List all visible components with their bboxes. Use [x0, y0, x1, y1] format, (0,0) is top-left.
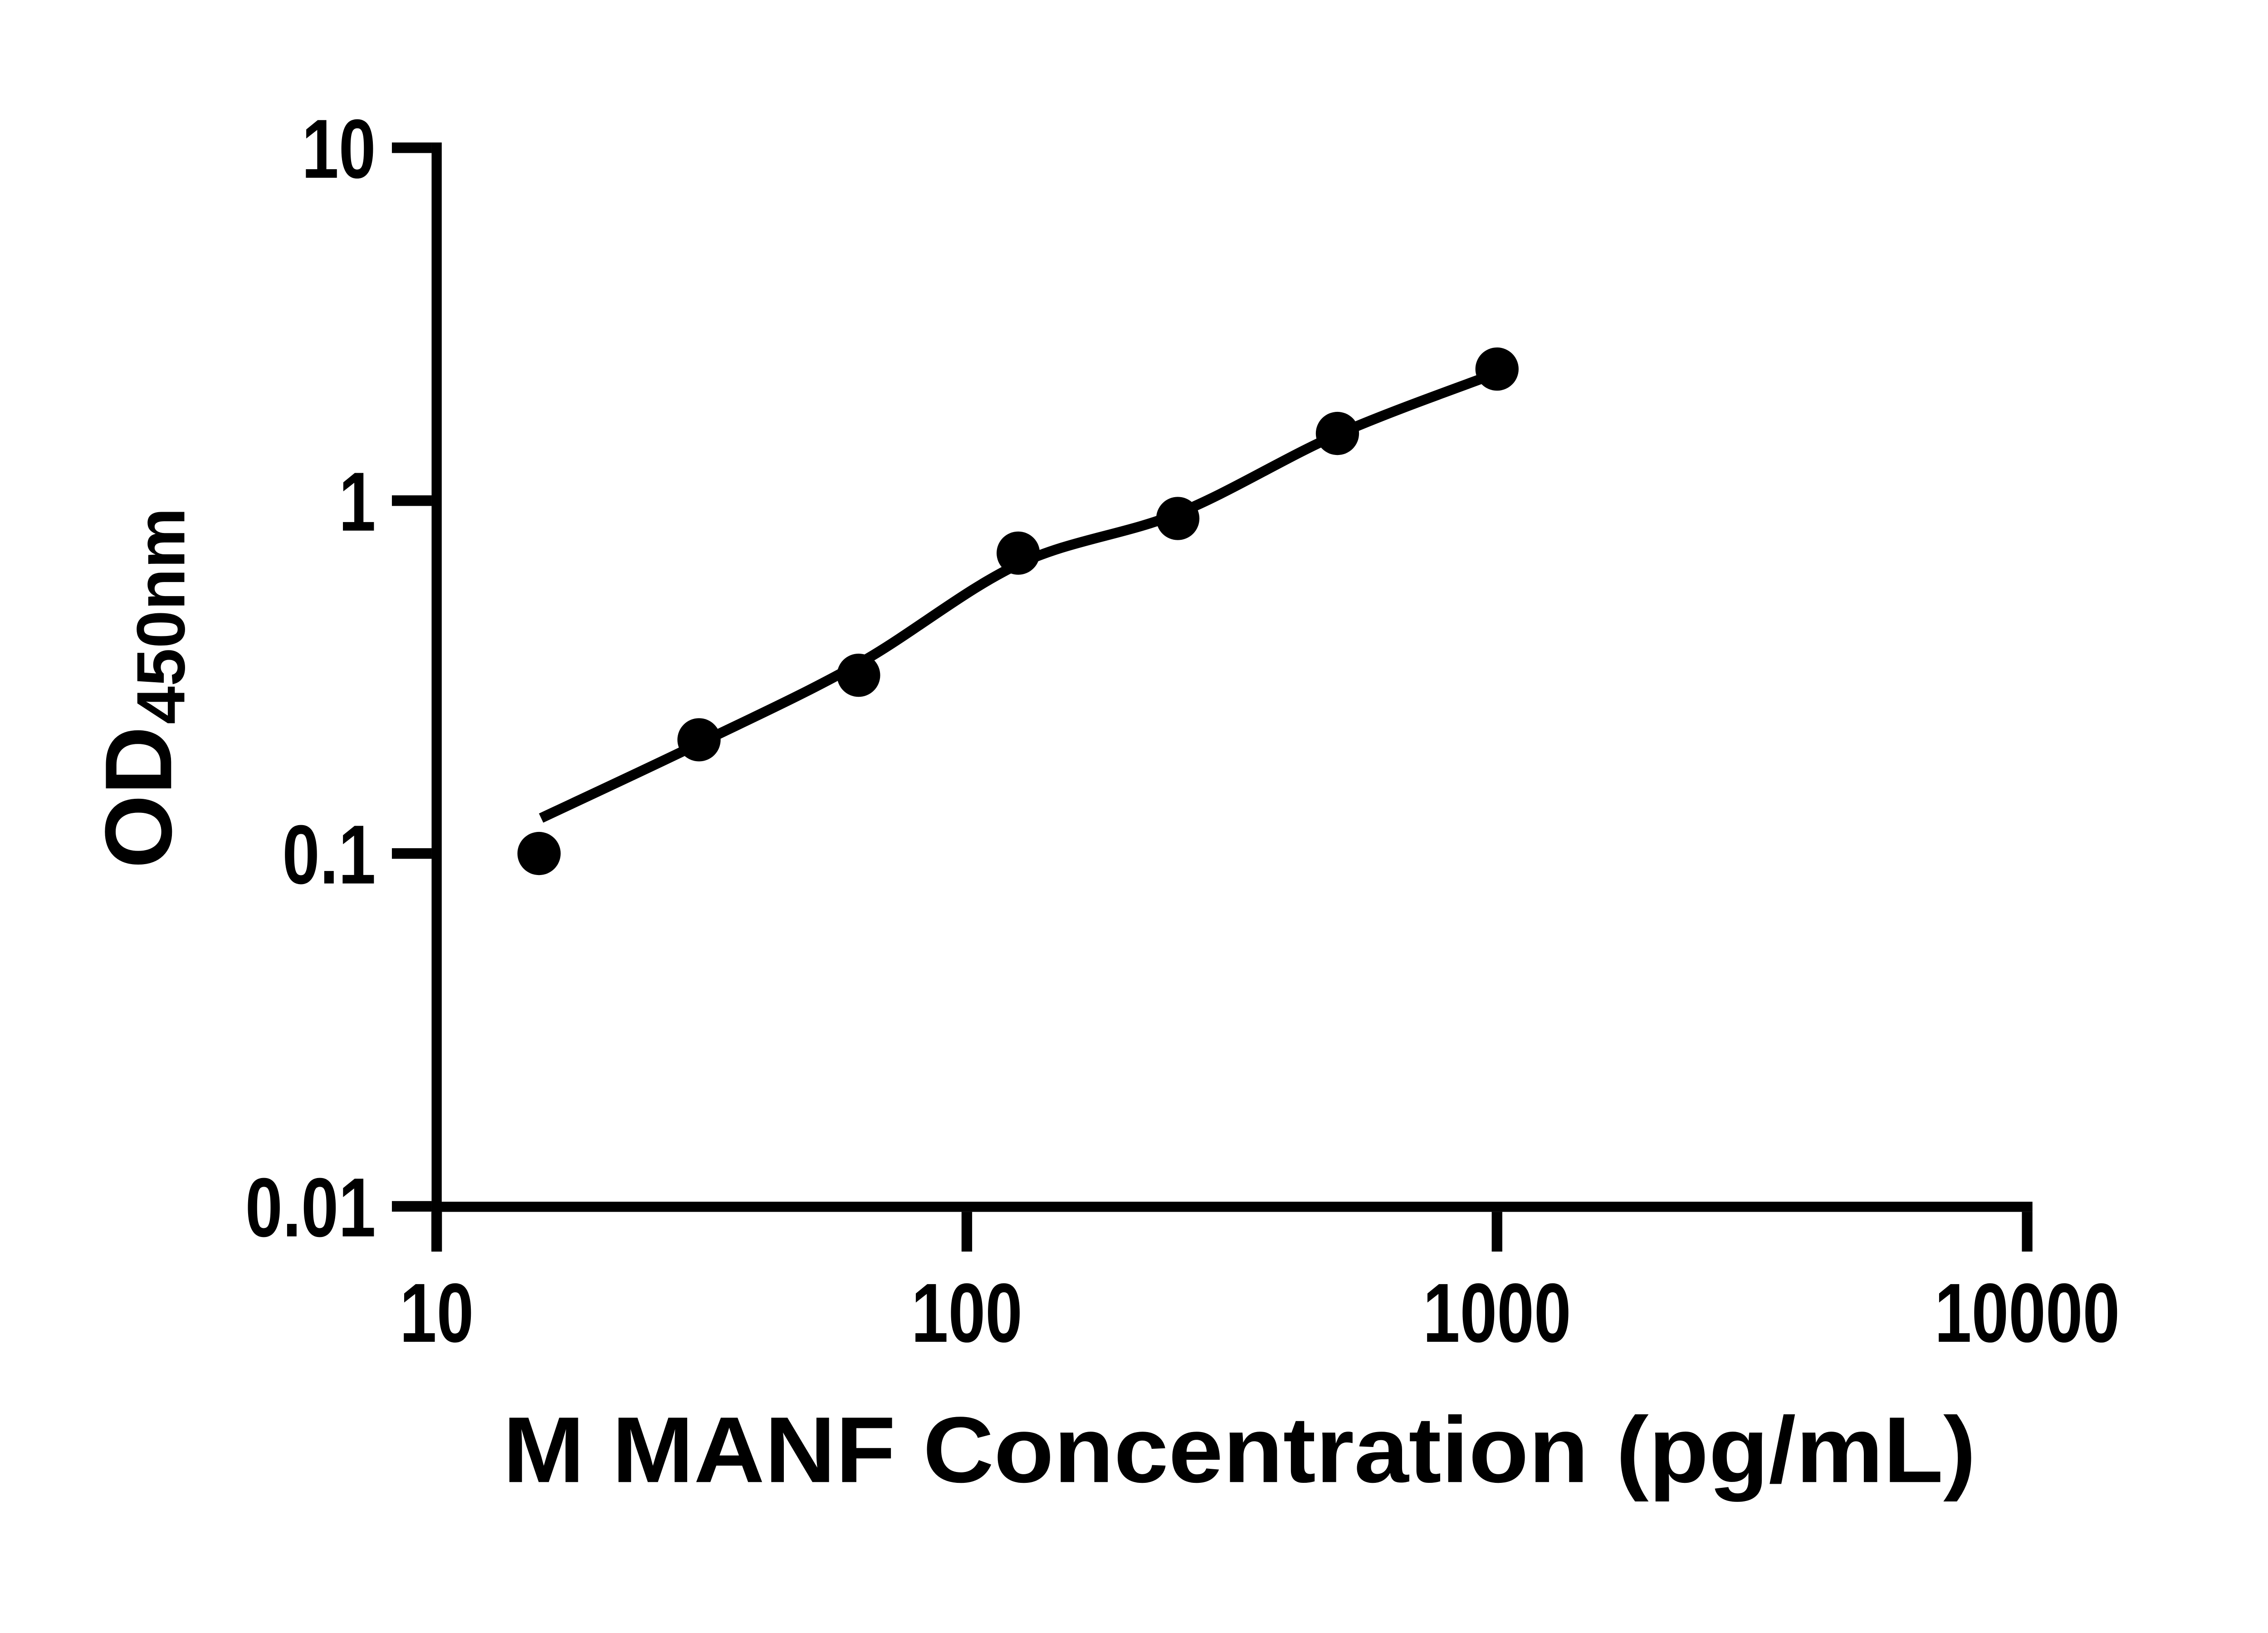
axis-ticks	[391, 142, 2033, 1252]
x-tick-label: 10	[400, 1266, 474, 1360]
y-tick-label: 0.1	[282, 808, 376, 902]
data-point	[837, 653, 880, 697]
data-point	[1156, 497, 1200, 540]
x-tick-labels: 10 100 1000 10000	[400, 1266, 2120, 1360]
data-point	[1475, 347, 1519, 391]
y-tick-labels: 10 1 0.1 0.01	[245, 103, 376, 1255]
y-axis-title-subscript: 450nm	[122, 508, 199, 724]
y-tick-label: 1	[339, 455, 376, 549]
y-axis-title: OD 450nm	[86, 508, 199, 868]
elisa-standard-curve-figure: 10 100 1000 10000 10 1 0.1 0.01 M MANF Concent…	[86, 102, 2120, 1502]
x-tick-label: 100	[911, 1266, 1022, 1360]
y-axis-title-main: OD	[86, 726, 191, 869]
data-point	[1315, 411, 1359, 455]
x-axis-title: M MANF Concentration (pg/mL)	[503, 1397, 1976, 1502]
x-tick-label: 1000	[1423, 1266, 1571, 1360]
chart-canvas: 10 100 1000 10000 10 1 0.1 0.01 M MANF Concent…	[86, 102, 2120, 1502]
data-points	[517, 347, 1519, 875]
data-point	[677, 718, 721, 762]
axes	[431, 142, 2033, 1252]
x-tick-label: 10000	[1935, 1266, 2120, 1360]
data-point	[517, 831, 561, 875]
y-tick-label: 0.01	[245, 1161, 376, 1255]
y-tick-label: 10	[302, 103, 376, 196]
data-point	[997, 531, 1040, 575]
